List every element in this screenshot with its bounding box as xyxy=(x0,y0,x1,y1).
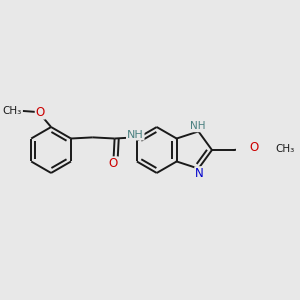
Text: NH: NH xyxy=(127,130,144,140)
Text: NH: NH xyxy=(190,122,205,131)
Text: O: O xyxy=(250,141,259,154)
Text: O: O xyxy=(109,157,118,170)
Text: O: O xyxy=(36,106,45,118)
Text: CH₃: CH₃ xyxy=(2,106,22,116)
Text: CH₃: CH₃ xyxy=(276,144,295,154)
Text: N: N xyxy=(195,167,204,180)
